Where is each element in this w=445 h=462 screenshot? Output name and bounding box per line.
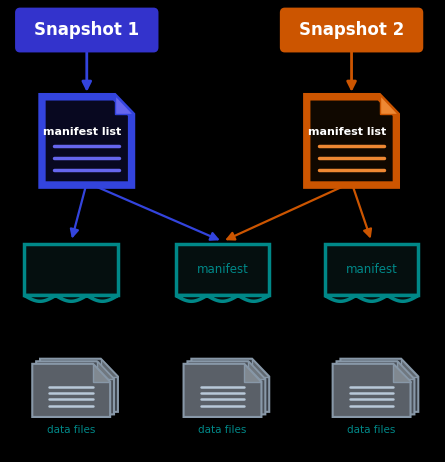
- Polygon shape: [305, 95, 398, 187]
- Polygon shape: [115, 95, 134, 114]
- Polygon shape: [40, 95, 134, 187]
- Text: manifest list: manifest list: [308, 127, 386, 137]
- FancyBboxPatch shape: [281, 9, 422, 51]
- Polygon shape: [46, 101, 128, 181]
- Polygon shape: [397, 361, 414, 379]
- Text: data files: data files: [198, 425, 247, 435]
- FancyBboxPatch shape: [16, 9, 157, 51]
- Polygon shape: [311, 101, 392, 181]
- Polygon shape: [97, 361, 114, 379]
- Text: data files: data files: [348, 425, 396, 435]
- FancyBboxPatch shape: [176, 244, 269, 296]
- FancyBboxPatch shape: [325, 244, 418, 296]
- Polygon shape: [401, 359, 418, 377]
- Polygon shape: [325, 296, 418, 301]
- Polygon shape: [93, 364, 110, 382]
- Polygon shape: [191, 359, 269, 412]
- Polygon shape: [336, 361, 414, 414]
- Polygon shape: [32, 364, 110, 417]
- Polygon shape: [252, 359, 269, 377]
- Text: manifest list: manifest list: [43, 127, 121, 137]
- Polygon shape: [244, 364, 262, 382]
- Text: data files: data files: [47, 425, 95, 435]
- Polygon shape: [340, 359, 418, 412]
- Polygon shape: [332, 364, 410, 417]
- Text: Snapshot 2: Snapshot 2: [299, 21, 404, 39]
- Text: Snapshot 1: Snapshot 1: [34, 21, 139, 39]
- Polygon shape: [187, 361, 265, 414]
- Text: manifest: manifest: [197, 263, 248, 276]
- Polygon shape: [40, 359, 118, 412]
- Polygon shape: [380, 95, 398, 114]
- Text: manifest: manifest: [346, 263, 397, 276]
- Polygon shape: [24, 296, 118, 301]
- Polygon shape: [176, 296, 269, 301]
- Polygon shape: [36, 361, 114, 414]
- Polygon shape: [393, 364, 410, 382]
- Polygon shape: [248, 361, 265, 379]
- Polygon shape: [183, 364, 262, 417]
- Polygon shape: [101, 359, 118, 377]
- FancyBboxPatch shape: [24, 244, 118, 296]
